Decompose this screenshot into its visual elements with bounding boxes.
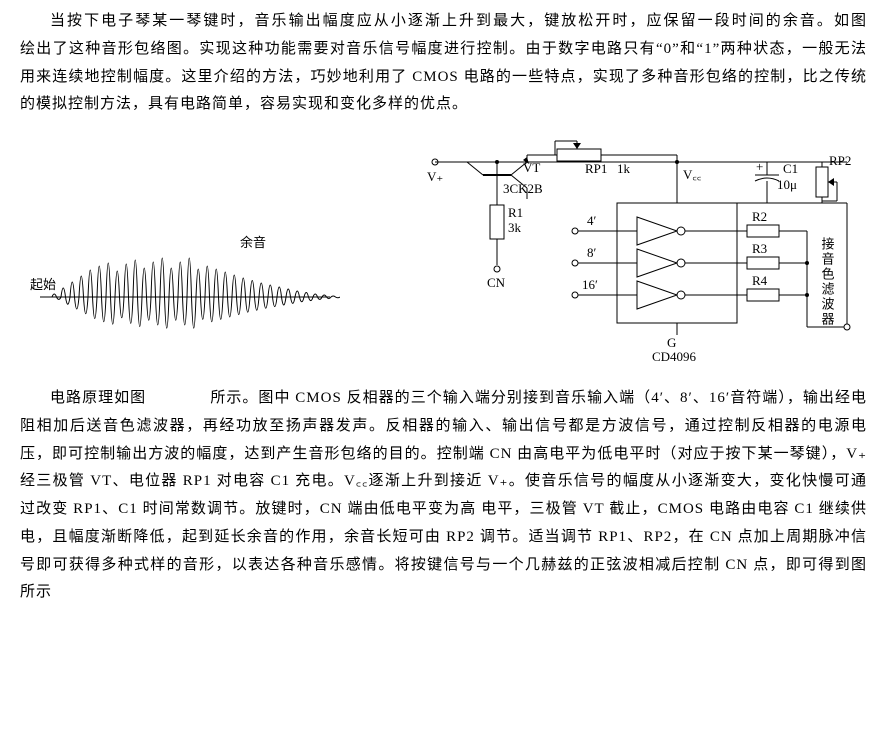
label-vt-model: 3CK2B [503,181,543,196]
label-in8: 8′ [587,245,597,260]
label-r1: R1 [508,205,523,220]
svg-text:+: + [756,159,763,174]
label-g: G [667,335,676,350]
label-vcc: V꜀꜀ [683,167,701,182]
circuit-figure: V₊ VT 3CK2B R1 3k CN [427,137,857,367]
label-c1-val: 10μ [777,177,797,192]
envelope-figure: 起始 余音 [30,187,340,347]
label-rp2: RP2 [829,153,851,168]
label-out: 接音色滤波器 [820,236,835,327]
label-r4: R4 [752,273,768,288]
figures-row: 起始余音 V₊ VT 3CK2B R [20,137,867,367]
label-r3: R3 [752,241,767,256]
envelope-svg: 起始 余音 [30,187,340,347]
paragraph-2: 电路原理如图 所示。图中 CMOS 反相器的三个输入端分别接到音乐输入端（4′、… [20,385,867,607]
circuit-svg: V₊ VT 3CK2B R1 3k CN [427,137,857,367]
label-rp1-val: 1k [617,161,631,176]
label-rp1: RP1 [585,161,607,176]
label-cn: CN [487,275,506,290]
label-envelope-start: 起始 [30,277,56,292]
label-r2: R2 [752,209,767,224]
label-vplus: V₊ [427,169,443,184]
label-ic: CD4096 [652,349,697,364]
label-in16: 16′ [582,277,598,292]
label-r1-val: 3k [508,220,522,235]
label-in4: 4′ [587,213,597,228]
paragraph-1: 当按下电子琴某一琴键时，音乐输出幅度应从小逐渐上升到最大，键放松开时，应保留一段… [20,8,867,119]
label-c1: C1 [783,161,798,176]
label-envelope-sustain: 余音 [240,235,266,250]
